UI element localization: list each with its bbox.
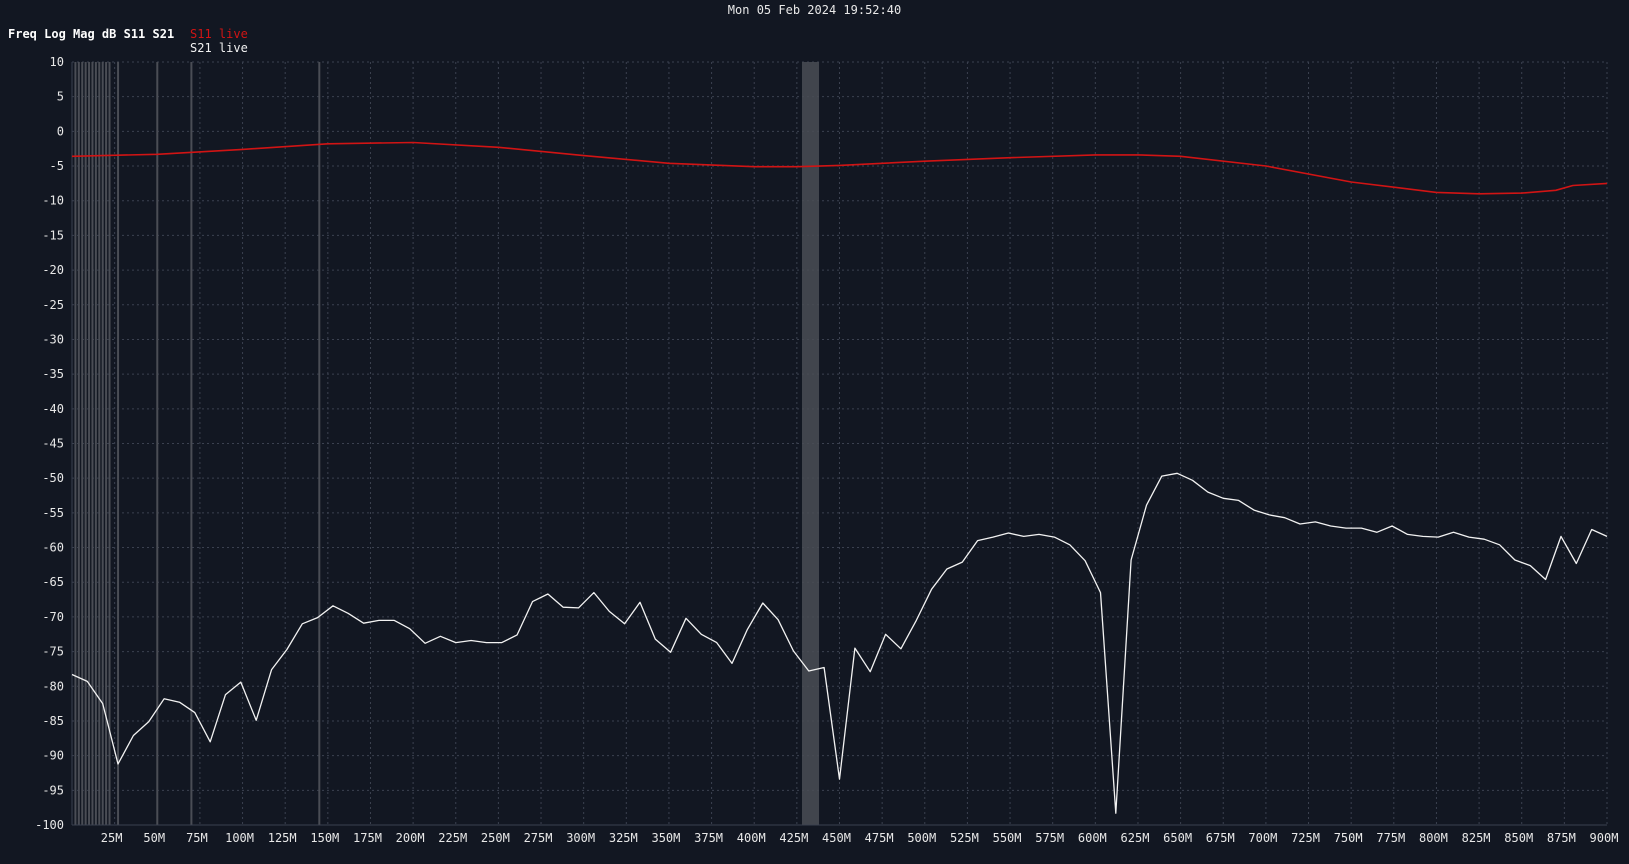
series-group (71, 141, 1608, 814)
y-tick-label: -15 (42, 228, 64, 242)
x-tick-label: 500M (907, 831, 936, 845)
x-tick-label: 375M (694, 831, 723, 845)
x-tick-label: 50M (143, 831, 165, 845)
y-tick-label: -75 (42, 645, 64, 659)
x-tick-label: 25M (101, 831, 123, 845)
x-tick-label: 800M (1419, 831, 1448, 845)
y-tick-label: -20 (42, 263, 64, 277)
y-tick-label: -5 (50, 159, 64, 173)
y-tick-label: 10 (50, 55, 64, 69)
x-tick-label: 475M (865, 831, 894, 845)
x-tick-label: 350M (651, 831, 680, 845)
series-line-s21 (71, 472, 1608, 814)
x-tick-label: 675M (1206, 831, 1235, 845)
x-tick-label: 300M (566, 831, 595, 845)
y-tick-label: -90 (42, 749, 64, 763)
y-tick-labels: 10 5 0 -5 -10 -15 -20 -25 -30 -35 -40 -45 -50 -55 -60 -… (35, 55, 64, 832)
y-tick-label: -80 (42, 679, 64, 693)
x-tick-label: 525M (950, 831, 979, 845)
y-tick-label: -55 (42, 506, 64, 520)
x-tick-label: 175M (353, 831, 382, 845)
x-tick-label: 725M (1291, 831, 1320, 845)
x-tick-label: 275M (524, 831, 553, 845)
x-tick-label: 200M (396, 831, 425, 845)
legend-entry-s11: S11 live (190, 27, 248, 41)
legend-entry-s21: S21 live (190, 41, 248, 55)
axes (71, 62, 1607, 826)
x-tick-label: 325M (609, 831, 638, 845)
x-tick-label: 825M (1462, 831, 1491, 845)
x-tick-label: 750M (1334, 831, 1363, 845)
x-tick-label: 625M (1121, 831, 1150, 845)
y-tick-label: -35 (42, 367, 64, 381)
y-tick-label: -100 (35, 818, 64, 832)
x-tick-label: 775M (1376, 831, 1405, 845)
y-tick-label: -30 (42, 332, 64, 346)
y-tick-label: -40 (42, 402, 64, 416)
x-tick-labels: 25M 50M 75M 100M 125M 150M 175M 200M 225M 250M 275… (101, 831, 1619, 845)
y-tick-label: -50 (42, 471, 64, 485)
y-tick-label: 5 (57, 90, 64, 104)
y-tick-label: -10 (42, 194, 64, 208)
x-tick-label: 650M (1163, 831, 1192, 845)
x-tick-label: 900M (1590, 831, 1619, 845)
legend: S11 live S21 live (190, 27, 248, 55)
y-tick-label: -60 (42, 541, 64, 555)
y-tick-label: -85 (42, 714, 64, 728)
x-tick-label: 150M (310, 831, 339, 845)
grid-lines (72, 61, 1608, 826)
x-tick-label: 600M (1078, 831, 1107, 845)
x-tick-label: 425M (779, 831, 808, 845)
trace-format-title: Freq Log Mag dB S11 S21 (8, 27, 175, 41)
series-line-s11 (71, 141, 1608, 195)
x-tick-label: 450M (822, 831, 851, 845)
x-tick-label: 100M (225, 831, 254, 845)
marker-lines (74, 62, 820, 825)
x-tick-label: 550M (993, 831, 1022, 845)
y-tick-label: -45 (42, 437, 64, 451)
x-tick-label: 75M (186, 831, 208, 845)
x-tick-label: 400M (737, 831, 766, 845)
y-tick-label: -25 (42, 298, 64, 312)
x-tick-label: 125M (268, 831, 297, 845)
y-tick-label: -95 (42, 783, 64, 797)
x-tick-label: 875M (1547, 831, 1576, 845)
y-tick-label: -70 (42, 610, 64, 624)
timestamp: Mon 05 Feb 2024 19:52:40 (727, 3, 902, 17)
x-tick-label: 575M (1035, 831, 1064, 845)
x-tick-label: 225M (438, 831, 467, 845)
x-tick-label: 850M (1504, 831, 1533, 845)
x-tick-label: 250M (481, 831, 510, 845)
x-tick-label: 700M (1248, 831, 1277, 845)
marker-band (801, 62, 820, 825)
y-tick-label: 0 (57, 124, 64, 138)
y-tick-label: -65 (42, 575, 64, 589)
